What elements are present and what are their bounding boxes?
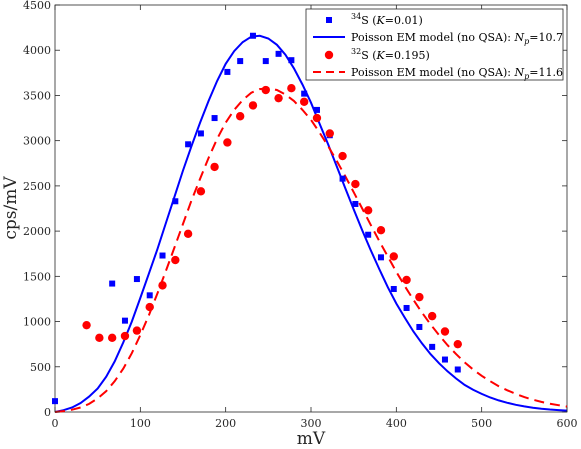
data-point-circle xyxy=(427,311,437,321)
data-point-square xyxy=(429,343,436,350)
data-point-circle xyxy=(261,85,270,95)
data-point-circle xyxy=(376,226,386,235)
data-point-circle xyxy=(274,93,283,103)
data-point-square xyxy=(224,68,231,75)
x-axis-label: mV xyxy=(297,429,326,449)
y-tick-label: 3500 xyxy=(23,89,51,102)
data-point-circle xyxy=(235,112,245,121)
data-point-circle xyxy=(299,97,309,106)
data-point-circle xyxy=(453,339,462,349)
legend: 34S (K=0.01) Poisson EM model (no QSA): N… xyxy=(305,8,564,81)
data-point-square xyxy=(52,398,58,405)
data-point-square xyxy=(133,276,140,283)
data-point-circle xyxy=(338,151,347,161)
x-tick-label: 300 xyxy=(301,417,322,430)
y-tick-label: 2500 xyxy=(23,180,51,193)
chart-axes: 0 100 200 300 400 500 600 0 500 1000 1500 2000 2500 3… xyxy=(23,0,578,430)
data-point-circle xyxy=(415,292,424,302)
data-point-circle xyxy=(389,252,398,261)
x-tick-label: 0 xyxy=(52,417,59,430)
data-point-circle xyxy=(210,162,219,172)
legend-box xyxy=(305,8,564,81)
data-point-circle xyxy=(440,327,450,336)
data-point-square xyxy=(237,58,244,65)
data-point-square xyxy=(313,106,320,113)
x-tick-label: 500 xyxy=(471,417,492,430)
data-point-square xyxy=(339,175,346,182)
data-point-square xyxy=(352,200,359,207)
data-point-square xyxy=(365,231,372,238)
legend-label-2: 32S (K=0.195) xyxy=(351,47,430,62)
data-point-circle xyxy=(171,255,180,265)
legend-marker-2 xyxy=(324,50,334,60)
data-point-square xyxy=(288,57,295,64)
data-point-circle xyxy=(248,101,258,110)
data-point-square xyxy=(211,115,218,122)
y-tick-label: 0 xyxy=(44,406,51,419)
legend-label-0: 34S (K=0.01) xyxy=(351,12,423,27)
data-point-square xyxy=(109,280,116,287)
data-point-square xyxy=(454,366,461,373)
data-point-square xyxy=(377,254,384,261)
data-point-square xyxy=(416,323,423,330)
y-tick-label: 4000 xyxy=(23,44,51,57)
data-point-square xyxy=(301,90,308,97)
data-point-circle xyxy=(132,326,142,335)
legend-marker-0 xyxy=(326,17,332,23)
data-point-square xyxy=(262,58,269,65)
series-line-3 xyxy=(54,87,568,413)
data-point-circle xyxy=(145,302,154,312)
x-tick-label: 400 xyxy=(386,417,407,430)
data-point-square xyxy=(249,32,256,39)
data-point-circle xyxy=(312,113,322,123)
x-tick-label: 200 xyxy=(215,417,236,430)
data-point-square xyxy=(159,252,166,259)
data-point-circle xyxy=(95,333,104,343)
data-point-circle xyxy=(325,129,334,138)
legend-label-3: Poisson EM model (no QSA): Np=11.6 xyxy=(351,66,563,81)
data-point-square xyxy=(121,317,128,324)
data-point-circle xyxy=(402,275,411,285)
data-point-square xyxy=(390,285,397,292)
y-tick-label: 500 xyxy=(30,361,51,374)
y-tick-label: 1000 xyxy=(23,316,51,329)
data-point-circle xyxy=(82,320,91,330)
y-axis-label: cps/mV xyxy=(1,176,21,240)
data-point-circle xyxy=(363,206,373,215)
data-point-square xyxy=(403,304,410,311)
data-point-square xyxy=(275,50,282,57)
data-point-circle xyxy=(351,179,360,189)
data-point-square xyxy=(146,292,153,299)
data-point-square xyxy=(172,198,179,205)
x-tick-label: 600 xyxy=(557,417,578,430)
data-point-circle xyxy=(183,229,193,239)
y-tick-label: 4500 xyxy=(23,0,51,12)
data-point-circle xyxy=(196,187,206,196)
y-tick-label: 2000 xyxy=(23,225,51,238)
legend-label-1: Poisson EM model (no QSA): Np=10.7 xyxy=(351,31,563,46)
y-tick-label: 3000 xyxy=(23,135,51,148)
data-point-circle xyxy=(287,84,296,93)
data-point-circle xyxy=(107,333,117,343)
x-tick-label: 100 xyxy=(130,417,151,430)
data-point-circle xyxy=(158,281,167,290)
data-point-square xyxy=(185,141,192,148)
data-point-square xyxy=(197,130,204,137)
chart-marks xyxy=(52,32,568,413)
data-point-circle xyxy=(223,138,232,147)
y-tick-label: 1500 xyxy=(23,270,51,283)
data-point-square xyxy=(441,356,448,363)
data-point-circle xyxy=(120,331,130,341)
series-line-1 xyxy=(54,34,568,413)
